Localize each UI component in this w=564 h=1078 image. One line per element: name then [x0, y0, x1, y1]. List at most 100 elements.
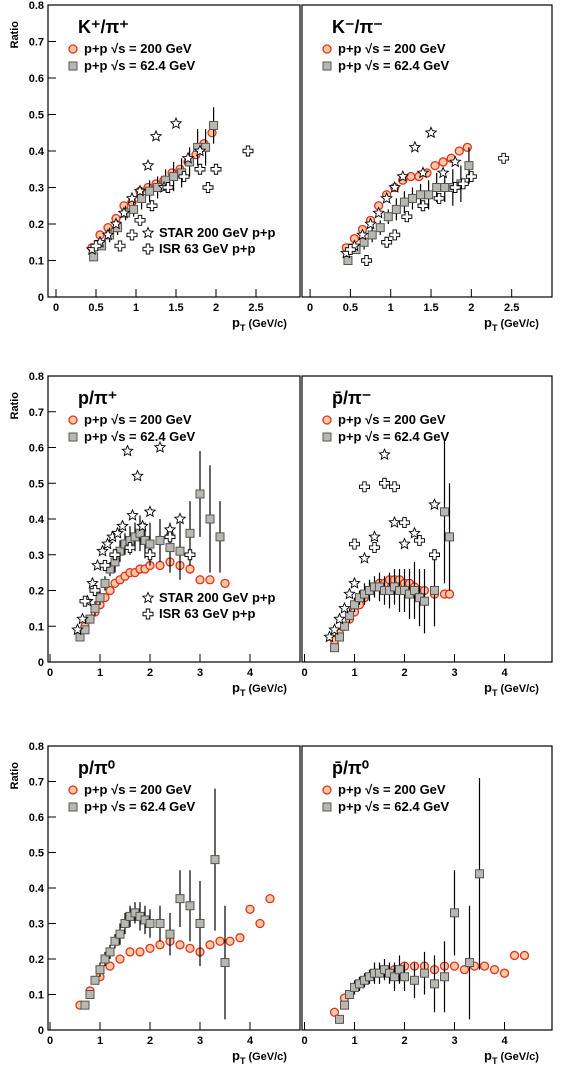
marker-cross: [399, 517, 410, 529]
marker-square: [420, 596, 429, 606]
x-label-var: p: [232, 315, 240, 330]
marker-circle: [225, 936, 235, 946]
marker-square: [169, 172, 179, 182]
marker-cross: [164, 531, 176, 543]
marker-square: [322, 432, 332, 442]
marker-square: [445, 532, 454, 542]
marker-star: [343, 587, 356, 600]
y-tick-label: 0.2: [29, 586, 44, 598]
marker-star: [408, 526, 421, 539]
x-axis-label: pT (GeV/c): [484, 680, 539, 698]
marker-star: [408, 140, 422, 153]
marker-star: [125, 191, 139, 204]
x-tick-label: 3: [197, 667, 203, 679]
x-axis-label: pT (GeV/c): [232, 680, 287, 698]
marker-cross: [457, 178, 469, 190]
marker-square: [440, 183, 450, 192]
x-label-var: p: [484, 680, 492, 695]
marker-star: [424, 126, 438, 139]
marker-circle: [499, 968, 510, 978]
marker-square: [420, 968, 429, 978]
y-tick-label: 0.6: [29, 812, 44, 824]
x-label-sub: T: [240, 1056, 246, 1066]
marker-star: [348, 576, 361, 589]
marker-star: [193, 144, 207, 157]
marker-star: [153, 440, 167, 453]
marker-square: [105, 947, 115, 957]
marker-square: [89, 252, 99, 262]
marker-star: [141, 226, 155, 239]
x-label-var: p: [484, 315, 492, 330]
marker-square: [340, 621, 349, 631]
y-tick-label: 0.7: [29, 37, 44, 49]
legend-label: p+p √s = 62.4 GeV: [338, 799, 450, 814]
legend-label: p+p √s = 62.4 GeV: [84, 799, 196, 814]
y-tick-label: 0.1: [29, 990, 44, 1002]
x-tick-label: 0: [47, 1035, 53, 1047]
marker-circle: [155, 940, 165, 950]
marker-square: [145, 186, 155, 196]
marker-circle: [479, 961, 490, 971]
marker-cross: [433, 193, 445, 204]
x-axis-label: pT (GeV/c): [484, 315, 539, 333]
marker-star: [338, 601, 351, 614]
marker-star: [323, 630, 336, 643]
marker-star: [131, 469, 144, 482]
x-tick-label: 2: [401, 1035, 407, 1047]
marker-cross: [79, 595, 91, 607]
marker-circle: [135, 947, 145, 957]
marker-square: [440, 507, 449, 517]
y-tick-label: 0: [38, 292, 44, 304]
x-label-unit: (GeV/c): [500, 683, 539, 695]
marker-star: [76, 612, 89, 625]
marker-circle: [322, 44, 332, 54]
marker-square: [395, 965, 404, 975]
marker-square: [322, 802, 332, 812]
y-tick-label: 0.2: [29, 954, 44, 966]
marker-square: [210, 855, 220, 865]
marker-circle: [68, 44, 78, 54]
y-tick-label: 0.8: [29, 0, 44, 12]
marker-star: [111, 526, 124, 539]
legend-label: p+p √s = 200 GeV: [338, 782, 446, 797]
x-label-unit: (GeV/c): [248, 318, 287, 330]
marker-square: [195, 919, 205, 928]
y-tick-label: 0.4: [29, 883, 45, 895]
marker-cross: [142, 243, 154, 255]
marker-square: [345, 990, 354, 999]
y-tick-label: 0.8: [29, 741, 44, 753]
marker-square: [475, 869, 484, 879]
marker-cross: [449, 182, 461, 193]
x-tick-label: 0.5: [88, 302, 103, 314]
marker-star: [181, 151, 195, 164]
y-tick-label: 0.5: [29, 848, 44, 860]
x-label-sub: T: [240, 688, 246, 698]
plot-frame: [301, 375, 553, 663]
marker-star: [333, 612, 346, 625]
marker-circle: [205, 940, 215, 950]
x-tick-label: 3: [451, 667, 457, 679]
legend-label: p+p √s = 62.4 GeV: [84, 429, 196, 444]
marker-square: [424, 190, 434, 200]
x-tick-label: 3: [451, 1035, 457, 1047]
marker-cross: [414, 535, 425, 546]
marker-square: [209, 120, 219, 130]
marker-square: [100, 578, 110, 588]
marker-circle: [215, 936, 225, 946]
marker-cross: [126, 229, 138, 241]
marker-square: [165, 543, 175, 553]
plot-frame: [301, 745, 553, 1031]
marker-circle: [185, 943, 195, 953]
marker-cross: [361, 255, 372, 266]
y-tick-label: 0.1: [29, 256, 44, 268]
marker-square: [215, 532, 225, 542]
marker-cross: [99, 560, 111, 571]
x-tick-label: 2: [147, 667, 153, 679]
marker-circle: [265, 894, 275, 904]
marker-cross: [194, 163, 206, 175]
marker-cross: [369, 542, 380, 554]
marker-square: [359, 237, 369, 247]
marker-square: [85, 990, 95, 999]
marker-star: [109, 217, 123, 230]
marker-star: [428, 498, 441, 511]
